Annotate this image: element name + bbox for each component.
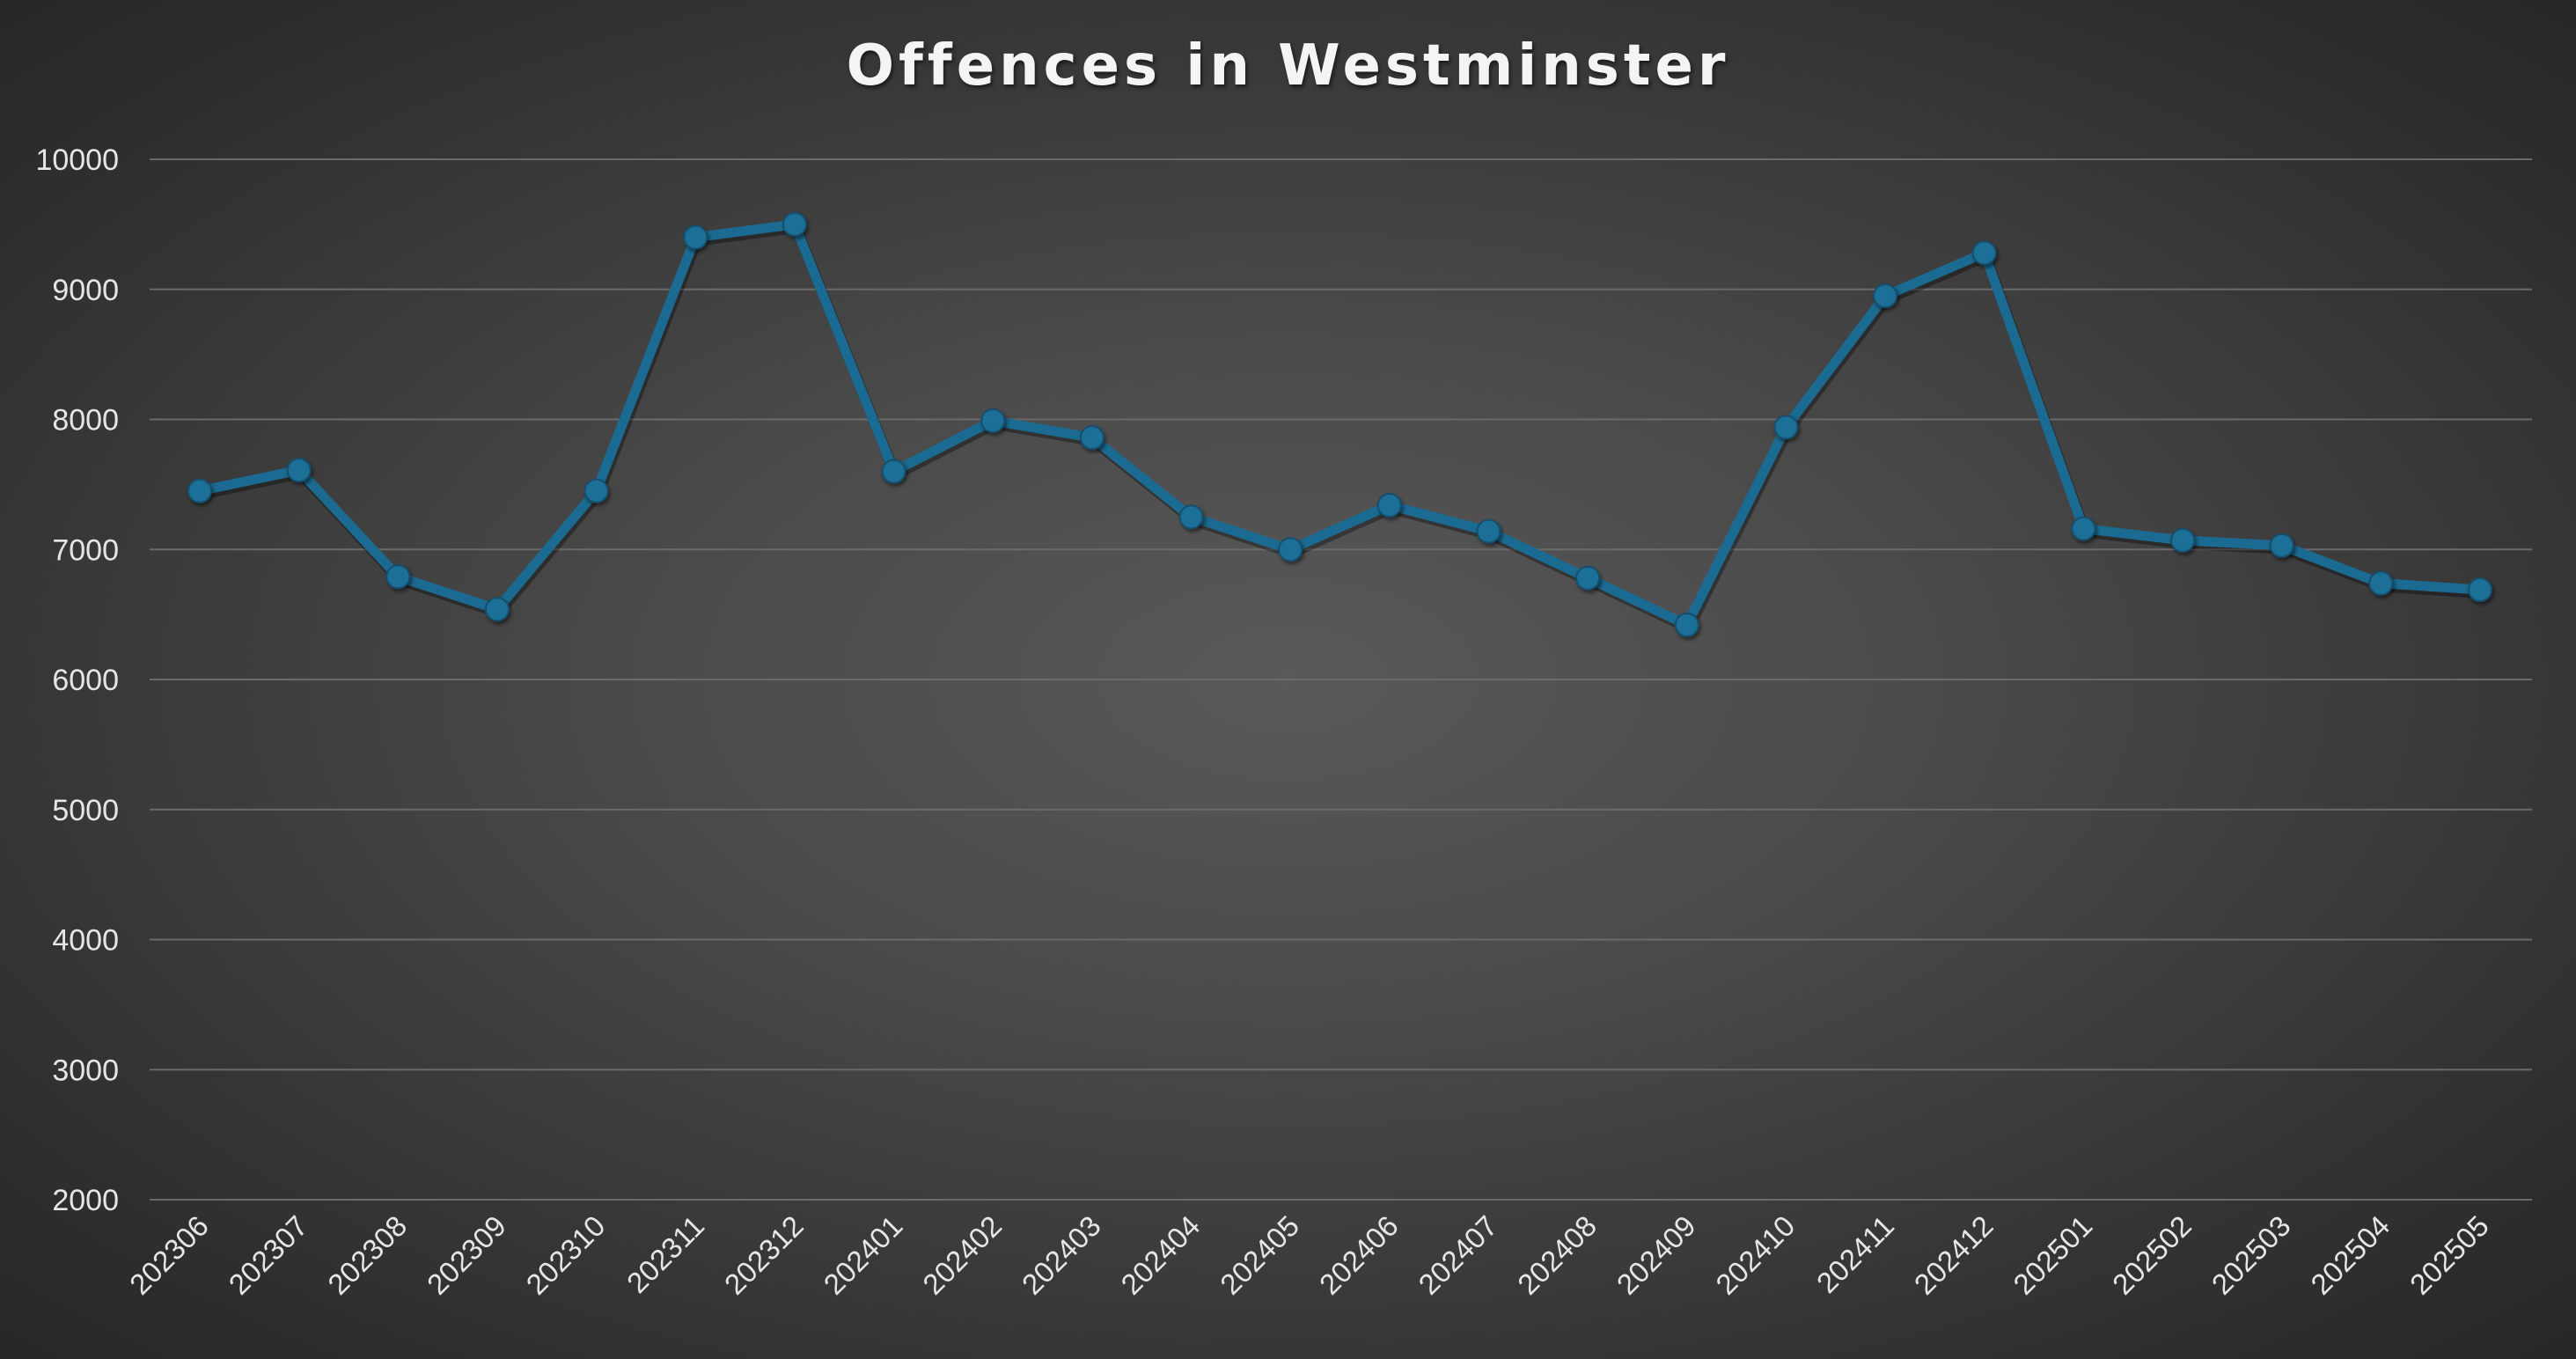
x-tick-label: 202406 xyxy=(1313,1209,1405,1301)
x-tick-label: 202405 xyxy=(1214,1209,1305,1301)
data-point xyxy=(1773,415,1799,440)
data-point xyxy=(1376,493,1402,518)
x-tick-label: 202309 xyxy=(421,1209,512,1301)
x-tick-label: 202310 xyxy=(520,1209,612,1301)
x-tick-label: 202410 xyxy=(1709,1209,1801,1301)
x-tick-label: 202404 xyxy=(1114,1209,1206,1301)
data-point xyxy=(881,459,906,484)
x-tick-label: 202504 xyxy=(2304,1209,2396,1301)
data-point xyxy=(2071,516,2096,541)
x-tick-label: 202412 xyxy=(1908,1209,2000,1301)
y-tick-label: 8000 xyxy=(52,404,119,437)
data-point xyxy=(1178,504,1204,530)
y-tick-label: 7000 xyxy=(52,533,119,567)
x-tick-label: 202501 xyxy=(2007,1209,2098,1301)
data-point xyxy=(782,211,807,237)
data-point xyxy=(2269,533,2294,558)
data-point xyxy=(1079,425,1105,451)
x-tick-label: 202306 xyxy=(123,1209,215,1301)
y-tick-label: 5000 xyxy=(52,794,119,827)
data-point xyxy=(2368,570,2394,596)
y-tick-label: 9000 xyxy=(52,274,119,307)
series-layer xyxy=(187,211,2492,637)
y-tick-label: 4000 xyxy=(52,924,119,958)
data-point xyxy=(484,597,510,622)
x-tick-label: 202307 xyxy=(223,1209,314,1301)
x-tick-label: 202401 xyxy=(817,1209,908,1301)
x-tick-label: 202407 xyxy=(1412,1209,1503,1301)
data-point xyxy=(2468,577,2492,603)
x-tick-label: 202409 xyxy=(1611,1209,1702,1301)
x-tick-label: 202311 xyxy=(620,1209,710,1299)
data-point xyxy=(980,408,1006,433)
x-tick-label: 202505 xyxy=(2404,1209,2495,1301)
y-tick-label: 2000 xyxy=(52,1184,119,1217)
x-tick-label: 202503 xyxy=(2205,1209,2297,1301)
x-tick-label: 202502 xyxy=(2106,1209,2198,1301)
data-point xyxy=(1278,537,1303,562)
y-axis-ticks: 2000 3000 4000 5000 6000 7000 8000 9000 10000 xyxy=(35,143,119,1217)
x-tick-label: 202408 xyxy=(1511,1209,1603,1301)
x-tick-label: 202403 xyxy=(1016,1209,1107,1301)
data-point xyxy=(1971,240,1997,266)
x-tick-label: 202411 xyxy=(1810,1209,1900,1299)
data-point xyxy=(683,224,708,250)
y-tick-label: 6000 xyxy=(52,664,119,697)
gridlines xyxy=(150,158,2532,1201)
x-tick-label: 202308 xyxy=(321,1209,413,1301)
data-point xyxy=(1873,283,1898,309)
data-point xyxy=(385,564,411,590)
data-point xyxy=(187,478,212,503)
x-axis-ticks: 202306 202307 202308 202309 202310 202311 2023… xyxy=(123,1209,2495,1301)
series-line-shadow xyxy=(196,222,2487,634)
y-tick-label: 10000 xyxy=(35,143,119,177)
data-point xyxy=(1476,518,1501,544)
y-tick-label: 3000 xyxy=(52,1054,119,1087)
data-point xyxy=(286,458,312,483)
data-point xyxy=(2170,527,2196,553)
data-point xyxy=(1674,612,1699,637)
data-point xyxy=(583,478,609,503)
series-line xyxy=(194,219,2485,630)
chart-title: Offences in Westminster xyxy=(846,33,1730,99)
data-point xyxy=(1575,565,1601,591)
x-tick-label: 202312 xyxy=(718,1209,810,1301)
x-tick-label: 202402 xyxy=(916,1209,1008,1301)
